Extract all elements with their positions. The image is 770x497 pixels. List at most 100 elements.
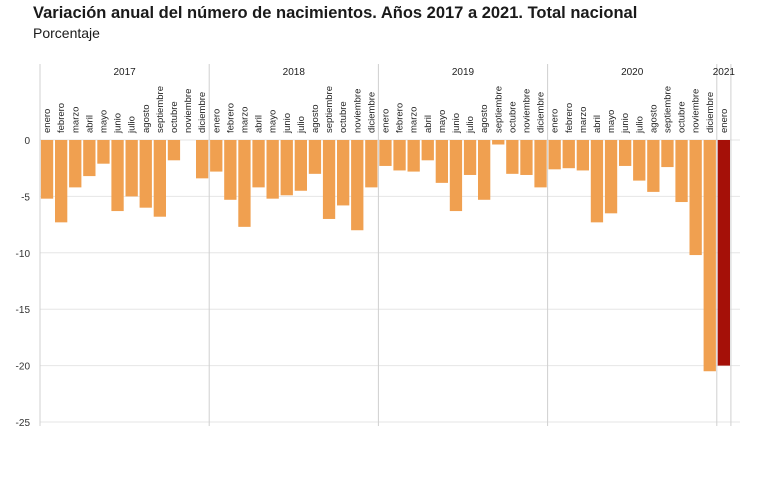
bars (40, 140, 730, 372)
bar-2020-febrero (562, 140, 575, 169)
bar-2017-septiembre (153, 140, 166, 217)
month-label-2018-octubre: octubre (338, 101, 349, 133)
month-label-2018-enero: enero (211, 109, 222, 133)
bar-2020-julio (633, 140, 646, 181)
bar-2018-septiembre (322, 140, 336, 219)
bar-2019-octubre (506, 140, 519, 174)
month-label-2019-abril: abril (423, 115, 434, 133)
bar-2019-marzo (407, 140, 420, 172)
chart-subtitle: Porcentaje (33, 25, 100, 41)
bar-2020-noviembre (689, 140, 702, 256)
month-label-2020-marzo: marzo (578, 107, 589, 133)
month-label-2020-agosto: agosto (648, 104, 659, 133)
month-label-2017-julio: julio (127, 116, 138, 134)
bar-2018-febrero (224, 140, 237, 200)
bar-2019-abril (421, 140, 434, 161)
bar-2017-octubre (167, 140, 181, 161)
bar-2017-diciembre (196, 140, 209, 179)
month-label-2017-diciembre: diciembre (197, 92, 208, 133)
bar-2018-junio (280, 140, 293, 196)
bar-2017-febrero (55, 140, 68, 223)
year-separators (39, 64, 732, 426)
month-label-2019-julio: julio (465, 116, 476, 134)
month-label-2017-mayo: mayo (98, 110, 109, 133)
bar-2018-julio (294, 140, 307, 191)
month-label-2020-abril: abril (592, 115, 603, 133)
bar-2018-enero (210, 140, 223, 172)
y-tick-label: -25 (16, 418, 31, 429)
bar-2018-noviembre (351, 140, 364, 231)
bar-2017-junio (111, 140, 124, 212)
bar-2018-abril (252, 140, 265, 188)
month-label-2019-septiembre: septiembre (493, 86, 504, 133)
month-label-2020-diciembre: diciembre (705, 92, 716, 133)
month-label-2020-enero: enero (550, 109, 561, 133)
bar-2018-mayo (266, 140, 279, 199)
bar-2020-septiembre (661, 140, 674, 168)
month-label-2018-mayo: mayo (268, 110, 279, 133)
bar-2017-abril (83, 140, 96, 177)
y-tick-label: -20 (16, 362, 31, 373)
bar-2020-enero (548, 140, 561, 170)
year-label-2021: 2021 (713, 67, 736, 78)
bar-2020-abril (590, 140, 604, 223)
y-tick-label: -5 (21, 192, 30, 203)
month-label-2018-septiembre: septiembre (324, 86, 335, 133)
y-tick-label: -10 (16, 249, 31, 260)
month-label-2018-febrero: febrero (225, 103, 236, 133)
y-tick-label: -15 (16, 305, 31, 316)
year-label-2018: 2018 (283, 67, 306, 78)
month-label-2020-noviembre: noviembre (691, 89, 702, 133)
bar-2019-junio (449, 140, 463, 212)
month-label-2018-noviembre: noviembre (352, 89, 363, 133)
bar-2018-diciembre (365, 140, 378, 188)
bar-2017-agosto (139, 140, 152, 208)
month-label-2020-mayo: mayo (606, 110, 617, 133)
bar-2019-noviembre (520, 140, 533, 175)
month-label-2018-marzo: marzo (239, 107, 250, 133)
month-label-2020-junio: junio (620, 113, 631, 134)
month-label-2019-marzo: marzo (409, 107, 420, 133)
month-label-2020-octubre: octubre (677, 101, 688, 133)
chart-title: Variación anual del número de nacimiento… (33, 4, 638, 22)
bar-2017-marzo (69, 140, 82, 188)
month-label-2019-noviembre: noviembre (521, 89, 532, 133)
bar-2019-agosto (478, 140, 491, 200)
bar-2017-enero (40, 140, 54, 199)
month-label-2017-octubre: octubre (169, 101, 180, 133)
month-label-2019-febrero: febrero (395, 103, 406, 133)
month-label-2019-enero: enero (380, 109, 391, 133)
month-labels: enero febrero marzo abril mayo junio julio agos… (42, 86, 730, 134)
year-label-2019: 2019 (452, 67, 475, 78)
bar-2018-agosto (308, 140, 322, 174)
month-label-2020-febrero: febrero (564, 103, 575, 133)
year-labels: 2017 2018 2019 2020 2021 (113, 67, 735, 78)
bar-2020-agosto (647, 140, 660, 192)
month-label-2017-junio: junio (113, 113, 124, 134)
bar-2019-julio (463, 140, 477, 175)
y-axis-tick-labels: 0 -5 -10 -15 -20 -25 (16, 136, 31, 429)
bar-2019-enero (379, 140, 392, 166)
bar-2017-mayo (97, 140, 110, 164)
month-label-2021-enero: enero (719, 109, 730, 133)
month-label-2018-agosto: agosto (310, 104, 321, 133)
month-label-2017-abril: abril (84, 115, 95, 133)
bar-2018-octubre (337, 140, 350, 206)
month-label-2019-mayo: mayo (437, 110, 448, 133)
month-label-2017-febrero: febrero (56, 103, 67, 133)
month-label-2018-abril: abril (254, 115, 265, 133)
bar-2020-junio (619, 140, 632, 166)
month-label-2019-agosto: agosto (479, 104, 490, 133)
y-tick-label: 0 (24, 136, 30, 147)
month-label-2019-diciembre: diciembre (536, 92, 547, 133)
year-label-2017: 2017 (113, 67, 136, 78)
month-label-2018-diciembre: diciembre (366, 92, 377, 133)
bar-2020-marzo (576, 140, 589, 171)
month-label-2018-junio: junio (282, 113, 293, 134)
month-label-2017-marzo: marzo (70, 107, 81, 133)
bar-2018-marzo (238, 140, 251, 227)
year-label-2020: 2020 (621, 67, 644, 78)
month-label-2017-enero: enero (42, 109, 53, 133)
bar-2019-mayo (435, 140, 448, 183)
